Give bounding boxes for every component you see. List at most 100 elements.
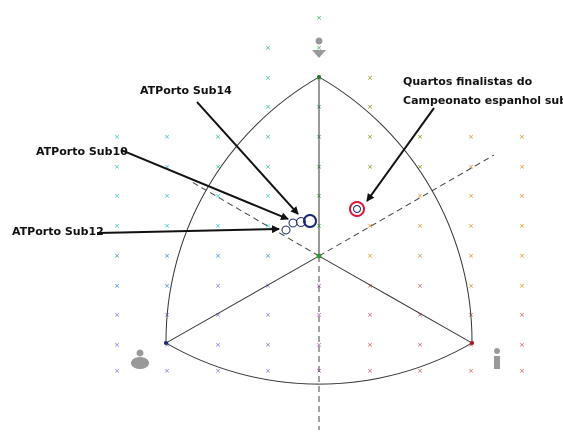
grid-marker: ×	[367, 282, 373, 290]
grid-marker: ×	[316, 341, 322, 349]
grid-marker: ×	[215, 341, 221, 349]
grid-marker: ×	[215, 133, 221, 141]
vertex-left	[164, 341, 168, 345]
vertex-right	[470, 341, 474, 345]
grid-marker: ×	[265, 367, 271, 375]
grid-marker: ×	[519, 163, 525, 171]
grid-marker: ×	[316, 44, 322, 52]
dashed-axis-right	[318, 154, 495, 257]
team-circle-sub12	[281, 225, 291, 235]
grid-marker: ×	[367, 311, 373, 319]
grid-marker: ×	[114, 222, 120, 230]
label-sub12: ATPorto Sub12	[12, 225, 104, 238]
grid-marker: ×	[367, 103, 373, 111]
person-upright-icon	[494, 348, 500, 369]
grid-marker: ×	[114, 282, 120, 290]
grid-marker: ×	[417, 252, 423, 260]
grid-marker: ×	[519, 367, 525, 375]
grid-marker: ×	[215, 311, 221, 319]
grid-marker: ×	[114, 341, 120, 349]
grid-marker: ×	[316, 14, 322, 22]
grid-marker: ×	[265, 163, 271, 171]
outline-right-arc	[318, 76, 473, 344]
grid-marker: ×	[519, 311, 525, 319]
grid-marker: ×	[265, 192, 271, 200]
grid-marker: ×	[519, 341, 525, 349]
grid-marker: ×	[468, 252, 474, 260]
grid-marker: ×	[265, 311, 271, 319]
grid-marker: ×	[519, 222, 525, 230]
label-quartos-line2: Campeonato espanhol sub14	[403, 94, 563, 107]
team-circle-sub10-b	[296, 217, 306, 227]
arrow-sub12	[96, 225, 280, 234]
vertex-top	[317, 75, 321, 79]
grid-marker: ×	[265, 103, 271, 111]
grid-marker: ×	[367, 252, 373, 260]
label-sub14: ATPorto Sub14	[140, 84, 232, 97]
label-quartos-line1: Quartos finalistas do	[403, 75, 533, 88]
grid-marker: ×	[417, 222, 423, 230]
grid-marker: ×	[367, 222, 373, 230]
grid-marker: ×	[265, 133, 271, 141]
grid-marker: ×	[519, 192, 525, 200]
person-standing-icon	[312, 37, 326, 58]
grid-marker: ×	[114, 192, 120, 200]
team-circles	[281, 214, 317, 235]
grid-marker: ×	[265, 74, 271, 82]
person-seated-icon	[131, 349, 149, 369]
outline-left-arc	[165, 76, 320, 344]
outline-bottom-arc	[165, 342, 473, 385]
grid-marker: ×	[367, 74, 373, 82]
grid-marker: ×	[417, 163, 423, 171]
highlight-circle	[349, 201, 365, 217]
team-circle-sub14	[303, 214, 317, 228]
arrow-sub10	[120, 149, 289, 221]
grid-marker: ×	[164, 163, 170, 171]
grid-marker: ×	[265, 222, 271, 230]
grid-marker: ×	[367, 367, 373, 375]
grid-marker: ×	[265, 282, 271, 290]
arrow-sub14	[196, 101, 299, 215]
grid-marker: ×	[468, 367, 474, 375]
grid-marker: ×	[215, 163, 221, 171]
highlight-inner	[353, 205, 361, 213]
highlight-ring	[349, 201, 365, 217]
label-sub10: ATPorto Sub10	[36, 145, 128, 158]
grid-marker: ×	[468, 341, 474, 349]
grid-marker: ×	[164, 367, 170, 375]
vertex-points	[164, 75, 474, 345]
grid-marker: ×	[164, 252, 170, 260]
team-circle-sub10-a	[288, 218, 298, 228]
grid-marker: ×	[164, 133, 170, 141]
triangle-outline	[165, 76, 473, 385]
grid-marker: ×	[417, 311, 423, 319]
grid-marker: ×	[468, 192, 474, 200]
dashed-axis-left	[191, 181, 320, 257]
grid-marker: ×	[468, 163, 474, 171]
line-center-right	[318, 255, 473, 344]
grid-marker: ×	[265, 252, 271, 260]
grid-marker: ×	[519, 252, 525, 260]
dashed-axes	[191, 154, 495, 430]
grid-marker: ×	[519, 282, 525, 290]
grid-marker: ×	[114, 133, 120, 141]
center-lines	[165, 77, 473, 344]
grid-marker: ×	[367, 133, 373, 141]
grid-marker: ×	[265, 44, 271, 52]
grid-marker: ×	[265, 341, 271, 349]
grid-marker: ×	[114, 311, 120, 319]
grid-marker: ×	[468, 222, 474, 230]
grid-marker: ×	[215, 222, 221, 230]
grid-marker: ×	[367, 163, 373, 171]
grid-marker: ×	[468, 282, 474, 290]
arrows	[96, 101, 435, 234]
grid-marker: ×	[417, 341, 423, 349]
grid-marker: ×	[164, 341, 170, 349]
grid-marker: ×	[164, 222, 170, 230]
grid-marker: ×	[417, 367, 423, 375]
grid-marker: ×	[114, 252, 120, 260]
grid-marker: ×	[114, 367, 120, 375]
grid-marker: ×	[519, 133, 525, 141]
arrow-quartos	[366, 107, 435, 202]
